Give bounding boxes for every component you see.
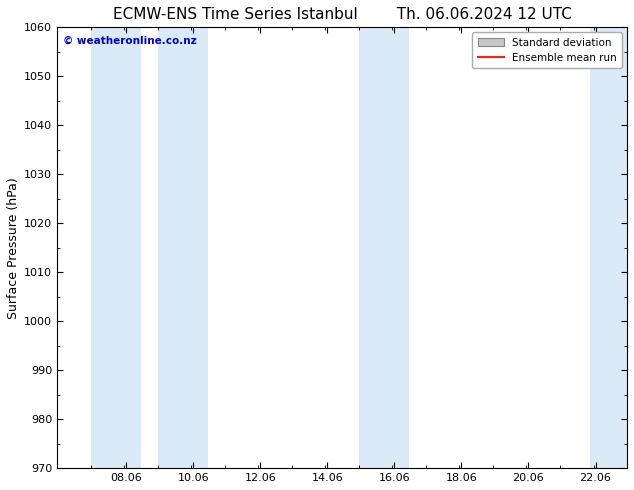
Text: © weatheronline.co.nz: © weatheronline.co.nz [63,36,197,46]
Y-axis label: Surface Pressure (hPa): Surface Pressure (hPa) [7,177,20,318]
Bar [91,27,141,468]
Bar [590,27,627,468]
Legend: Standard deviation, Ensemble mean run: Standard deviation, Ensemble mean run [472,32,622,68]
Bar [359,27,409,468]
Title: ECMW-ENS Time Series Istanbul        Th. 06.06.2024 12 UTC: ECMW-ENS Time Series Istanbul Th. 06.06.… [113,7,571,22]
Bar [158,27,208,468]
